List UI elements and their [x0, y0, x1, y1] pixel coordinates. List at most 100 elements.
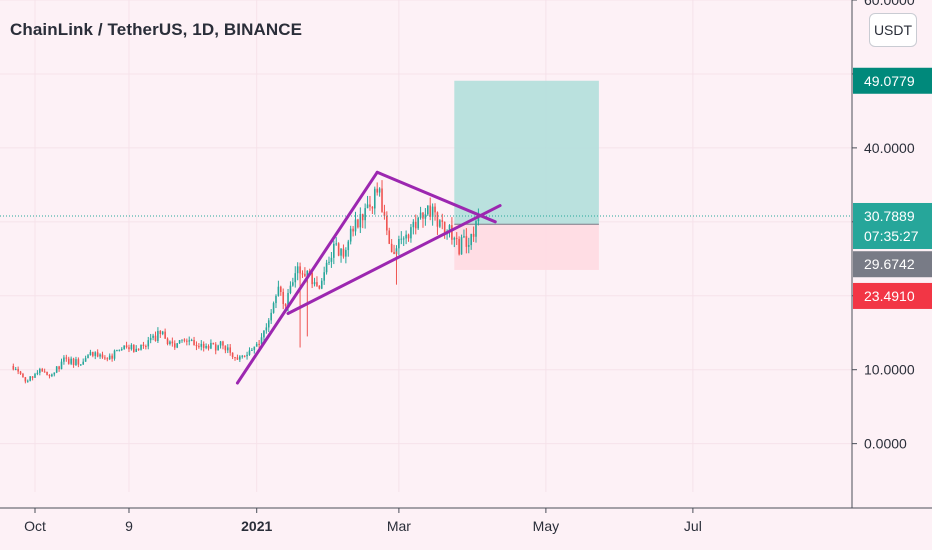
candle-body: [183, 339, 186, 341]
candle-body: [280, 286, 282, 292]
candle-body: [320, 280, 323, 289]
candle: [169, 340, 171, 346]
candle: [166, 337, 169, 346]
candle-body: [313, 282, 316, 285]
candle: [376, 182, 378, 196]
candle-body: [296, 266, 299, 274]
candle-body: [195, 345, 198, 347]
candle: [419, 206, 422, 220]
candle: [412, 219, 415, 235]
price-axis-tick-label: 40.0000: [864, 140, 915, 156]
candle: [361, 213, 364, 229]
candle: [470, 233, 472, 250]
candle: [475, 219, 477, 243]
candle-body: [246, 354, 248, 357]
candle: [246, 351, 248, 360]
candle: [417, 216, 419, 230]
candle-body: [323, 272, 325, 281]
candle: [414, 214, 417, 235]
candle: [398, 235, 400, 256]
candle-body: [335, 243, 338, 245]
candle-body: [431, 206, 434, 217]
candle: [357, 218, 359, 229]
candles: [12, 180, 480, 384]
chart-title: ChainLink / TetherUS, 1D, BINANCE: [10, 20, 303, 39]
candle: [243, 355, 246, 358]
candle-body: [149, 337, 152, 341]
candle-body: [395, 248, 398, 255]
triangle-pattern: [235, 170, 502, 385]
currency-unit-button[interactable]: USDT: [869, 13, 917, 47]
candle: [441, 213, 444, 230]
candle-body: [173, 343, 176, 348]
candle: [63, 355, 65, 365]
candle-body: [190, 339, 193, 341]
candle: [34, 372, 36, 378]
candle: [229, 344, 231, 356]
candle-body: [263, 330, 265, 338]
candle: [84, 355, 87, 362]
current-price-badge-text: 30.7889: [864, 208, 915, 224]
candle-body: [251, 349, 253, 351]
candle: [313, 277, 316, 287]
candle-body: [94, 352, 97, 356]
candle: [335, 237, 338, 246]
candle-body: [99, 354, 101, 357]
candle-body: [214, 344, 217, 351]
candle-body: [243, 355, 246, 357]
candle: [67, 356, 70, 365]
candle-body: [17, 369, 19, 372]
candle-body: [429, 205, 432, 217]
candle-body: [364, 208, 366, 221]
candle-body: [200, 343, 203, 347]
candle: [465, 228, 468, 254]
candle: [178, 339, 181, 344]
candle: [123, 345, 125, 350]
candle-body: [79, 364, 82, 366]
candle: [270, 309, 272, 324]
candle: [364, 203, 366, 229]
candle: [72, 357, 75, 368]
candle-body: [453, 237, 456, 240]
candle-body: [152, 335, 154, 338]
candle: [152, 333, 154, 341]
long-position-stop-zone: [454, 224, 599, 270]
candle: [366, 195, 369, 209]
candle-body: [405, 234, 407, 239]
candle: [267, 318, 270, 333]
candle-body: [330, 257, 333, 262]
candle: [118, 349, 121, 352]
candle: [352, 226, 354, 237]
candle-body: [65, 357, 68, 359]
candle: [154, 331, 157, 342]
candle: [89, 349, 92, 356]
candle: [263, 330, 265, 342]
candle-body: [255, 343, 258, 347]
grid-lines: [0, 0, 852, 492]
candle-body: [347, 241, 350, 251]
candle-body: [48, 374, 51, 377]
candle-body: [169, 341, 171, 345]
time-axis-tick-label: May: [533, 518, 559, 534]
candle-body: [340, 248, 342, 256]
candle-body: [388, 230, 391, 244]
candle: [43, 368, 46, 373]
candle: [292, 277, 294, 287]
candle: [472, 226, 475, 242]
candle-body: [77, 359, 80, 365]
candle: [260, 333, 263, 345]
candle-body: [239, 356, 241, 360]
candle: [173, 340, 176, 350]
candle-body: [342, 248, 345, 257]
candle-body: [231, 352, 234, 358]
candle-body: [133, 344, 135, 352]
candle-body: [345, 250, 347, 257]
candle: [186, 338, 188, 346]
candle: [205, 343, 207, 350]
candle-body: [439, 220, 441, 227]
candle: [354, 211, 357, 236]
candle-body: [147, 340, 150, 347]
candle-body: [161, 331, 164, 335]
candle-body: [448, 225, 451, 232]
